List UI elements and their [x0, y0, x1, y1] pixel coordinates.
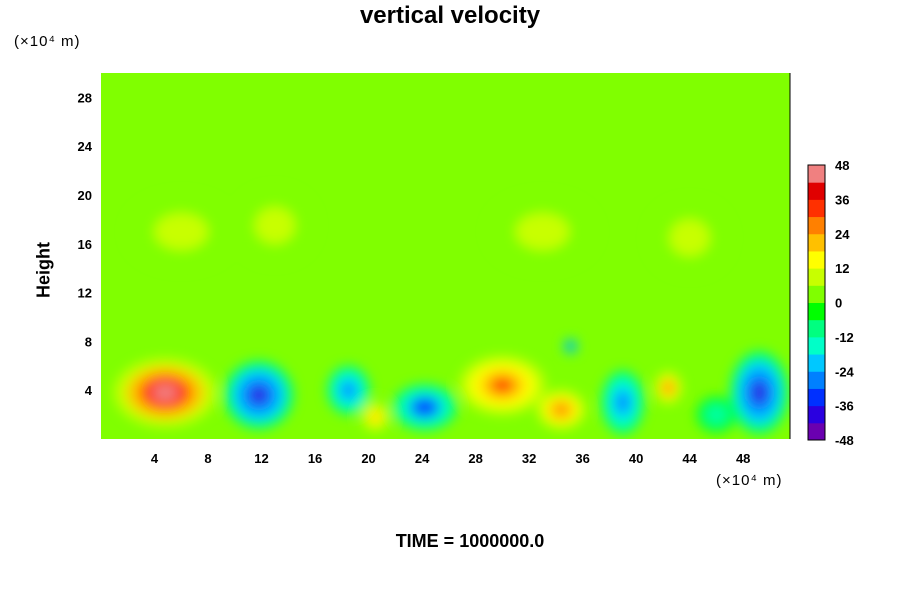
colorbar-segment [808, 268, 825, 286]
y-tick-label: 24 [78, 139, 93, 154]
x-tick-label: 28 [468, 451, 482, 466]
x-tick-label: 40 [629, 451, 643, 466]
colorbar-segment [808, 165, 825, 183]
x-tick-label: 32 [522, 451, 536, 466]
colorbar-tick-label: -24 [835, 364, 855, 379]
colorbar-segment [808, 336, 825, 355]
colorbar-segment [808, 285, 825, 303]
time-label: TIME = 1000000.0 [395, 531, 545, 551]
y-tick-label: 16 [78, 237, 92, 252]
x-tick-label: 44 [682, 451, 697, 466]
x-tick-label: 36 [575, 451, 589, 466]
colorbar-frame [807, 164, 826, 441]
velocity-feature-15-level-3 [679, 228, 700, 247]
velocity-feature-0-level-3 [152, 384, 178, 402]
y-tick-label: 20 [78, 188, 92, 203]
x-tick-label: 24 [415, 451, 430, 466]
colorbar-segment [808, 302, 825, 321]
heatmap-plot-area [101, 73, 791, 439]
colorbar-segment [808, 405, 825, 424]
x-tick-label: 48 [736, 451, 750, 466]
velocity-feature-10-level-3 [751, 382, 767, 404]
velocity-feature-3-level-3 [371, 412, 380, 422]
colorbar-segment [808, 319, 825, 338]
y-tick-label: 12 [78, 286, 92, 301]
velocity-feature-13-level-3 [264, 216, 285, 235]
colorbar-tick-label: 0 [835, 296, 842, 311]
x-tick-label: 20 [361, 451, 375, 466]
velocity-feature-6-level-3 [555, 404, 568, 415]
colorbar-segment [808, 216, 825, 235]
colorbar-tick-label: 36 [835, 192, 849, 207]
x-tick-label: 12 [254, 451, 268, 466]
velocity-feature-8-level-3 [617, 394, 629, 411]
colorbar-tick-label: 48 [835, 158, 849, 173]
x-tick-label: 16 [308, 451, 322, 466]
colorbar-tick-label: 12 [835, 261, 849, 276]
y-tick-label: 4 [85, 383, 93, 398]
chart-title: vertical velocity [359, 2, 541, 29]
colorbar-segment [808, 199, 825, 218]
colorbar-segment [808, 250, 825, 269]
velocity-feature-9-level-3 [664, 383, 672, 392]
velocity-feature-5-level-3 [491, 378, 514, 393]
y-axis-unit: (×10⁴ m) [14, 33, 81, 50]
colorbar-segment [808, 388, 825, 407]
velocity-feature-4-level-3 [416, 401, 433, 414]
colorbar-tick-label: 24 [835, 227, 850, 242]
velocity-feature-1-level-3 [250, 386, 268, 404]
colorbar-tick-label: -36 [835, 399, 854, 414]
colorbar-segment [808, 371, 825, 389]
x-tick-label: 4 [151, 451, 159, 466]
y-tick-label: 28 [78, 90, 92, 105]
x-axis-unit: (×10⁴ m) [716, 472, 783, 489]
y-tick-label: 8 [85, 334, 92, 349]
velocity-feature-11-level-3 [711, 410, 722, 420]
velocity-feature-2-level-3 [343, 384, 354, 397]
x-tick-label: 8 [204, 451, 211, 466]
velocity-feature-7-level-3 [568, 344, 573, 349]
colorbar-segment [808, 422, 825, 441]
colorbar-tick-label: -48 [835, 433, 854, 448]
colorbar: 48 36 24 12 0 -12 -24 -36 -48 [807, 158, 855, 448]
velocity-feature-12-level-3 [167, 222, 195, 241]
velocity-feature-14-level-3 [529, 222, 556, 241]
colorbar-segment [808, 182, 825, 200]
colorbar-tick-label: -12 [835, 330, 854, 345]
colorbar-segment [808, 354, 825, 372]
colorbar-segment [808, 233, 825, 252]
